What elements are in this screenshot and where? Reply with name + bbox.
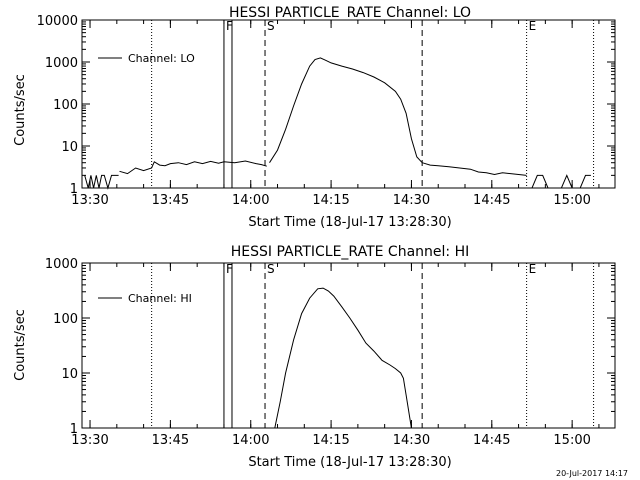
x-tick-label-hi: 14:30 [393, 433, 430, 448]
time-marker-label-hi-2: S [267, 262, 275, 276]
x-tick-label-hi: 13:45 [152, 433, 189, 448]
series-line-lo-seg3 [422, 162, 527, 176]
series-line-lo-seg1 [119, 160, 267, 175]
x-tick-label-lo: 13:45 [152, 193, 189, 208]
x-axis-label-lo: Start Time (18-Jul-17 13:28:30) [248, 215, 451, 230]
legend-label-hi: Channel: HI [128, 292, 192, 305]
legend-label-lo: Channel: LO [128, 52, 195, 65]
time-marker-label-hi-0: F [226, 262, 233, 276]
y-tick-label-hi: 10 [61, 367, 78, 382]
y-axis-label-lo: Counts/sec [13, 74, 28, 146]
y-axis-label-hi: Counts/sec [13, 309, 28, 381]
x-tick-label-lo: 14:45 [473, 193, 510, 208]
time-marker-label-lo-0: F [226, 19, 233, 33]
x-tick-label-hi: 14:15 [312, 433, 349, 448]
y-tick-label-lo: 1000 [45, 56, 78, 71]
x-tick-label-hi: 15:00 [553, 433, 590, 448]
series-line-hi-seg0 [274, 287, 412, 429]
time-marker-label-hi-4: E [529, 262, 537, 276]
chart-title-hi: HESSI PARTICLE_RATE Channel: HI [231, 244, 469, 260]
time-marker-label-lo-4: E [529, 19, 537, 33]
x-tick-label-lo: 15:00 [553, 193, 590, 208]
y-tick-label-hi: 100 [53, 312, 78, 327]
x-tick-label-hi: 13:30 [71, 433, 108, 448]
y-tick-label-lo: 10 [61, 140, 78, 155]
series-line-lo-seg4 [526, 174, 591, 189]
x-axis-label-hi: Start Time (18-Jul-17 13:28:30) [248, 455, 451, 470]
time-marker-label-lo-2: S [267, 19, 275, 33]
x-tick-label-lo: 14:30 [393, 193, 430, 208]
x-tick-label-lo: 14:00 [232, 193, 269, 208]
y-tick-label-hi: 1000 [45, 257, 78, 272]
x-tick-label-lo: 13:30 [71, 193, 108, 208]
x-tick-label-hi: 14:45 [473, 433, 510, 448]
y-tick-label-lo: 100 [53, 98, 78, 113]
panel-hi: HESSI PARTICLE_RATE Channel: HI Start Ti… [13, 244, 616, 470]
series-line-lo-seg0 [84, 174, 119, 190]
x-tick-label-lo: 14:15 [312, 193, 349, 208]
y-tick-label-lo: 10000 [37, 14, 78, 29]
series-line-lo-seg2 [269, 57, 423, 164]
panel-lo: HESSI PARTICLE_RATE Channel: LO Start Ti… [13, 5, 616, 230]
y-tick-label-lo: 1 [70, 182, 78, 197]
footer-timestamp: 20-Jul-2017 14:17 [556, 469, 628, 478]
x-tick-label-hi: 14:00 [232, 433, 269, 448]
y-tick-label-hi: 1 [70, 422, 78, 437]
plot-frame-hi [81, 262, 616, 429]
chart-title-lo: HESSI PARTICLE_RATE Channel: LO [229, 5, 471, 21]
